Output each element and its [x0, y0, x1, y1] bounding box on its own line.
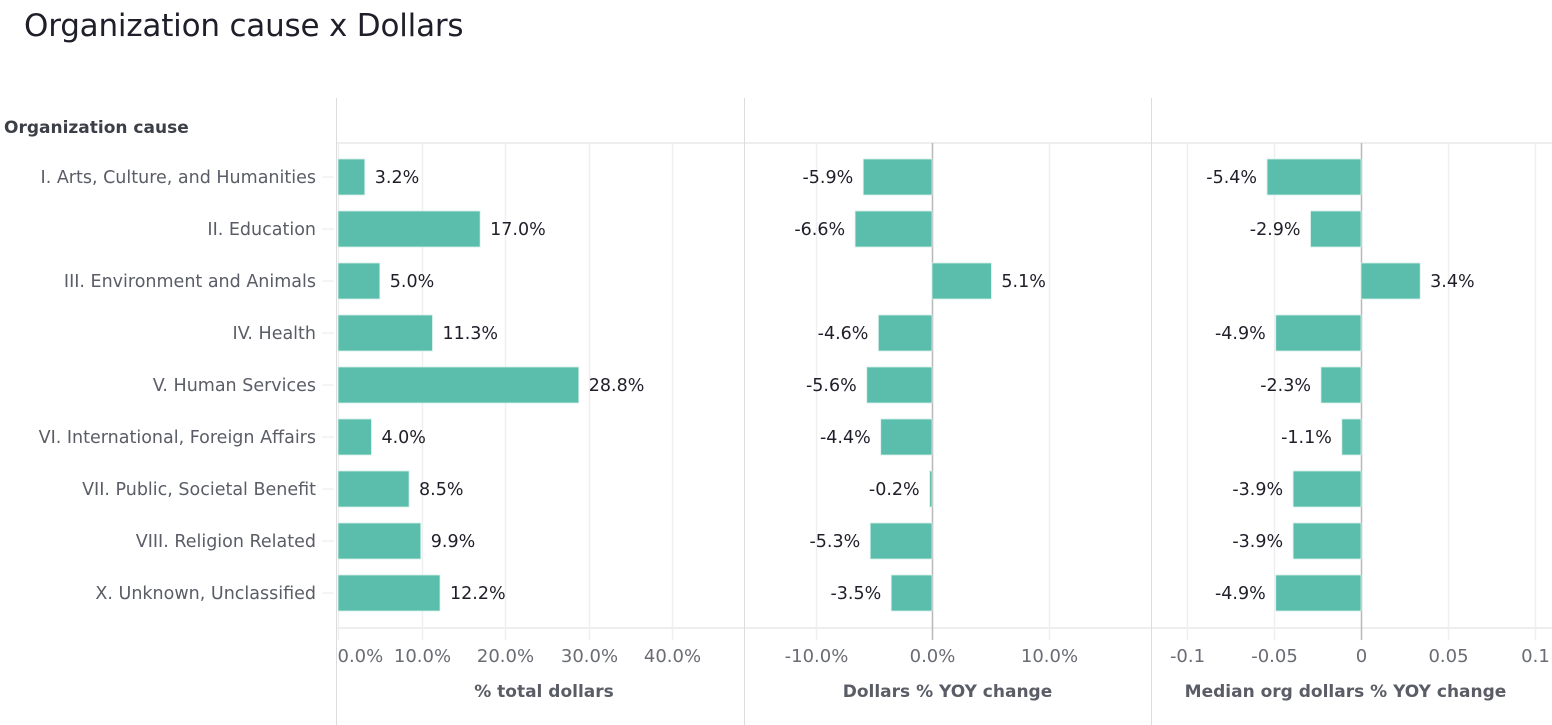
category-label: IV. Health — [233, 324, 316, 344]
bar — [869, 522, 933, 560]
bar — [337, 470, 410, 508]
data-label: 9.9% — [431, 532, 475, 552]
category-label: II. Education — [207, 220, 316, 240]
x-axis-title: Dollars % YOY change — [843, 682, 1053, 702]
data-label: -4.9% — [1215, 324, 1266, 344]
bar — [1320, 366, 1362, 404]
category-label: VIII. Religion Related — [136, 532, 316, 552]
x-tick-label: 30.0% — [561, 646, 618, 667]
data-label: 17.0% — [490, 220, 546, 240]
data-label: -5.4% — [1206, 168, 1257, 188]
bar — [1310, 210, 1362, 248]
data-label: -4.4% — [820, 428, 871, 448]
data-label: -5.3% — [809, 532, 860, 552]
data-label: -5.9% — [802, 168, 853, 188]
x-tick-label: 0.05 — [1428, 646, 1468, 667]
data-label: 5.0% — [390, 272, 434, 292]
bar — [1275, 574, 1362, 612]
data-label: -4.9% — [1215, 584, 1266, 604]
bar — [337, 262, 381, 300]
bar — [862, 158, 933, 196]
x-tick-label: 0.1 — [1521, 646, 1550, 667]
bar — [1341, 418, 1362, 456]
category-label: V. Human Services — [153, 376, 316, 396]
data-label: -2.3% — [1260, 376, 1311, 396]
bar — [890, 574, 933, 612]
bar — [337, 574, 441, 612]
bar — [866, 366, 933, 404]
x-tick-label: 20.0% — [477, 646, 534, 667]
bar — [854, 210, 933, 248]
category-axis-title: Organization cause — [4, 118, 189, 138]
chart-title: Organization cause x Dollars — [24, 8, 464, 44]
data-label: 12.2% — [450, 584, 506, 604]
x-tick-label: -0.1 — [1170, 646, 1205, 667]
bar — [337, 210, 481, 248]
bar — [337, 522, 422, 560]
bar — [929, 470, 933, 508]
bar — [337, 314, 433, 352]
bar — [337, 158, 366, 196]
x-tick-label: -10.0% — [785, 646, 849, 667]
bar — [337, 418, 372, 456]
bar — [1266, 158, 1362, 196]
x-tick-label: 0.0% — [910, 646, 956, 667]
category-label: X. Unknown, Unclassified — [95, 584, 316, 604]
category-label: III. Environment and Animals — [64, 272, 316, 292]
data-label: 8.5% — [419, 480, 463, 500]
x-axis-title: Median org dollars % YOY change — [1185, 682, 1507, 702]
labels: I. Arts, Culture, and Humanities II. Educ… — [39, 168, 1550, 702]
bar — [880, 418, 933, 456]
bar — [1292, 470, 1362, 508]
data-label: 3.4% — [1430, 272, 1474, 292]
bar — [1275, 314, 1362, 352]
bar — [931, 262, 992, 300]
bar — [1360, 262, 1421, 300]
x-tick-label: 10.0% — [394, 646, 451, 667]
category-label: I. Arts, Culture, and Humanities — [41, 168, 316, 188]
category-label: VI. International, Foreign Affairs — [39, 428, 316, 448]
bar — [1292, 522, 1362, 560]
data-label: -1.1% — [1281, 428, 1332, 448]
bars — [337, 158, 1421, 612]
panel-frames — [322, 98, 1552, 725]
data-label: -4.6% — [818, 324, 869, 344]
x-tick-label: -0.05 — [1251, 646, 1298, 667]
data-label: 28.8% — [589, 376, 645, 396]
bar — [337, 366, 580, 404]
x-axis-title: % total dollars — [474, 682, 614, 702]
data-label: -0.2% — [869, 480, 920, 500]
x-tick-label: 10.0% — [1021, 646, 1078, 667]
category-label: VII. Public, Societal Benefit — [82, 480, 316, 500]
data-label: -5.6% — [806, 376, 857, 396]
data-label: -3.9% — [1232, 532, 1283, 552]
data-label: 3.2% — [375, 168, 419, 188]
x-tick-label: 0 — [1356, 646, 1367, 667]
data-label: 4.0% — [381, 428, 425, 448]
x-tick-label: 0.0% — [338, 646, 384, 667]
data-label: -3.9% — [1232, 480, 1283, 500]
bar — [878, 314, 933, 352]
data-label: 5.1% — [1001, 272, 1045, 292]
data-label: 11.3% — [442, 324, 498, 344]
x-tick-label: 40.0% — [644, 646, 701, 667]
data-label: -2.9% — [1250, 220, 1301, 240]
data-label: -3.5% — [830, 584, 881, 604]
data-label: -6.6% — [794, 220, 845, 240]
